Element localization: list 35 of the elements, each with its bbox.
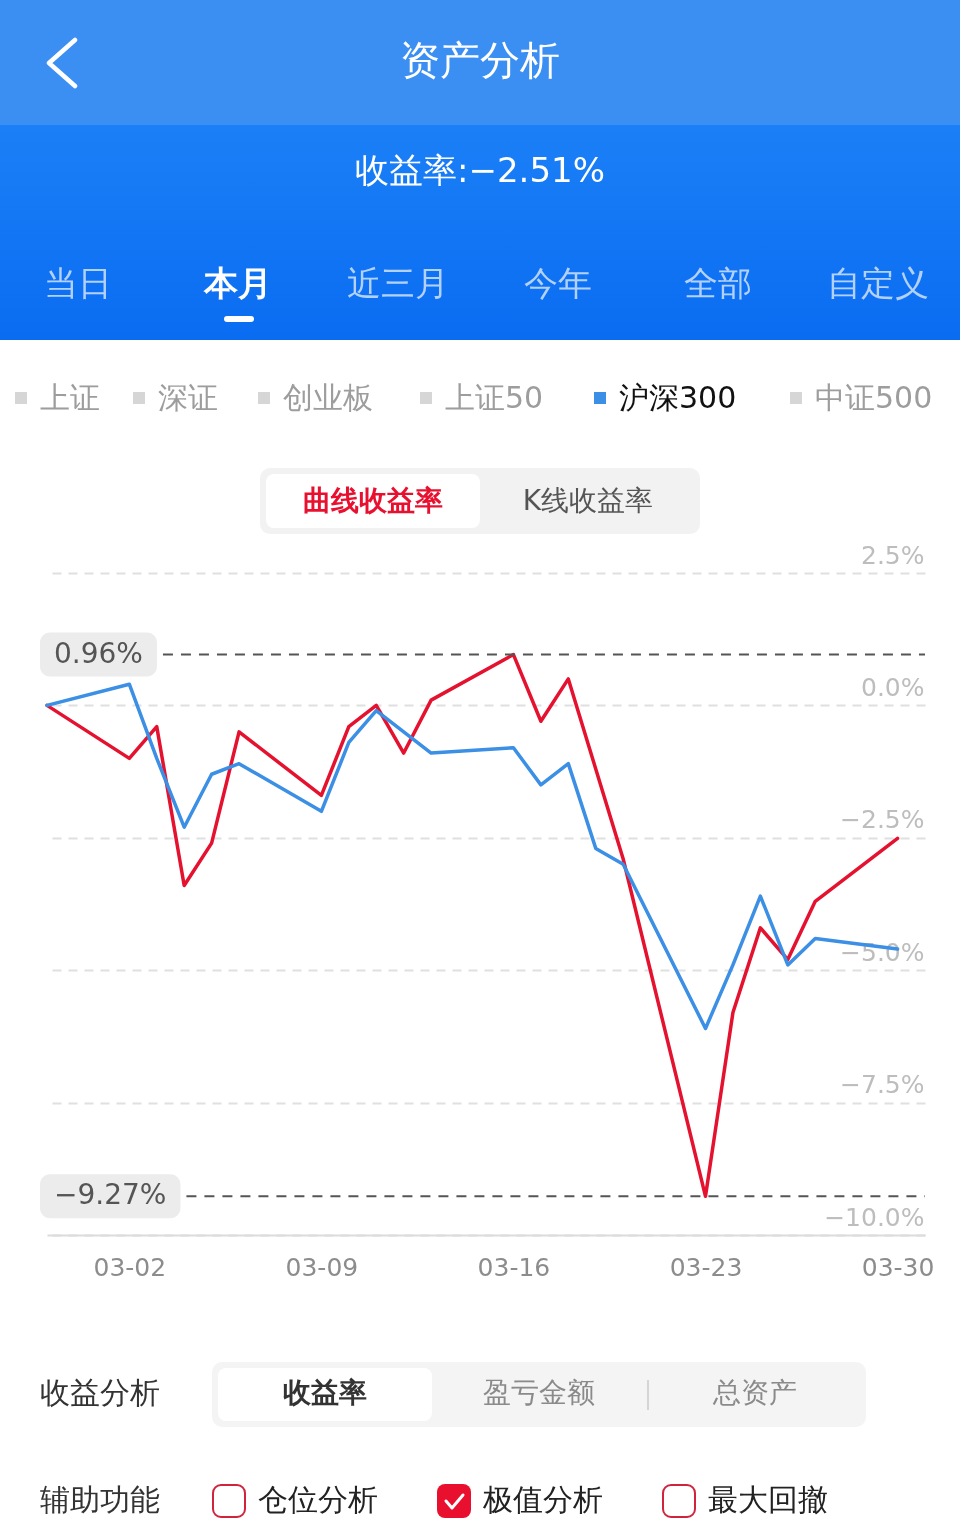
- text: 今年: [523, 262, 593, 305]
- text: 近三月: [346, 262, 450, 305]
- x-tick-label: 03-23: [669, 1252, 743, 1282]
- y-tick-label: 2.5%: [860, 540, 925, 570]
- legend-label: 沪深300: [619, 379, 737, 417]
- text: 当日: [43, 262, 113, 305]
- text: 最大回撤: [708, 1481, 828, 1519]
- chart-subtitle: 收益率:−2.51%: [354, 149, 606, 192]
- text: 盈亏金额: [482, 1375, 596, 1411]
- x-tick-label: 03-16: [477, 1252, 551, 1282]
- y-tick-label: −10.0%: [824, 1202, 925, 1232]
- text: 自定义: [826, 262, 930, 305]
- text: 辅助功能: [40, 1481, 160, 1519]
- x-tick-label: 03-09: [285, 1252, 359, 1282]
- text: K线收益率: [521, 483, 655, 519]
- text: 全部: [683, 262, 753, 305]
- text: 仓位分析: [258, 1481, 378, 1519]
- chart-title: 资产分析: [399, 36, 561, 85]
- y-tick-label: 0.0%: [860, 672, 925, 702]
- text: 上证: [40, 379, 100, 417]
- text: 极值分析: [483, 1481, 603, 1519]
- x-tick-label: 03-02: [93, 1252, 167, 1282]
- ref-line-label: −9.27%: [54, 1178, 167, 1212]
- ref-line-label: 0.96%: [54, 636, 143, 670]
- y-tick-label: −2.5%: [840, 805, 925, 835]
- x-tick-label: 03-30: [861, 1252, 935, 1282]
- text: 收益分析: [40, 1374, 160, 1412]
- text: 深证: [158, 379, 218, 417]
- y-tick-label: −7.5%: [840, 1070, 925, 1100]
- text: 创业板: [283, 379, 373, 417]
- text: 总资产: [712, 1375, 798, 1411]
- text: 中证500: [815, 379, 933, 417]
- text: 上证50: [445, 379, 544, 417]
- text: 本月: [202, 262, 273, 305]
- text: 收益率: [282, 1375, 368, 1411]
